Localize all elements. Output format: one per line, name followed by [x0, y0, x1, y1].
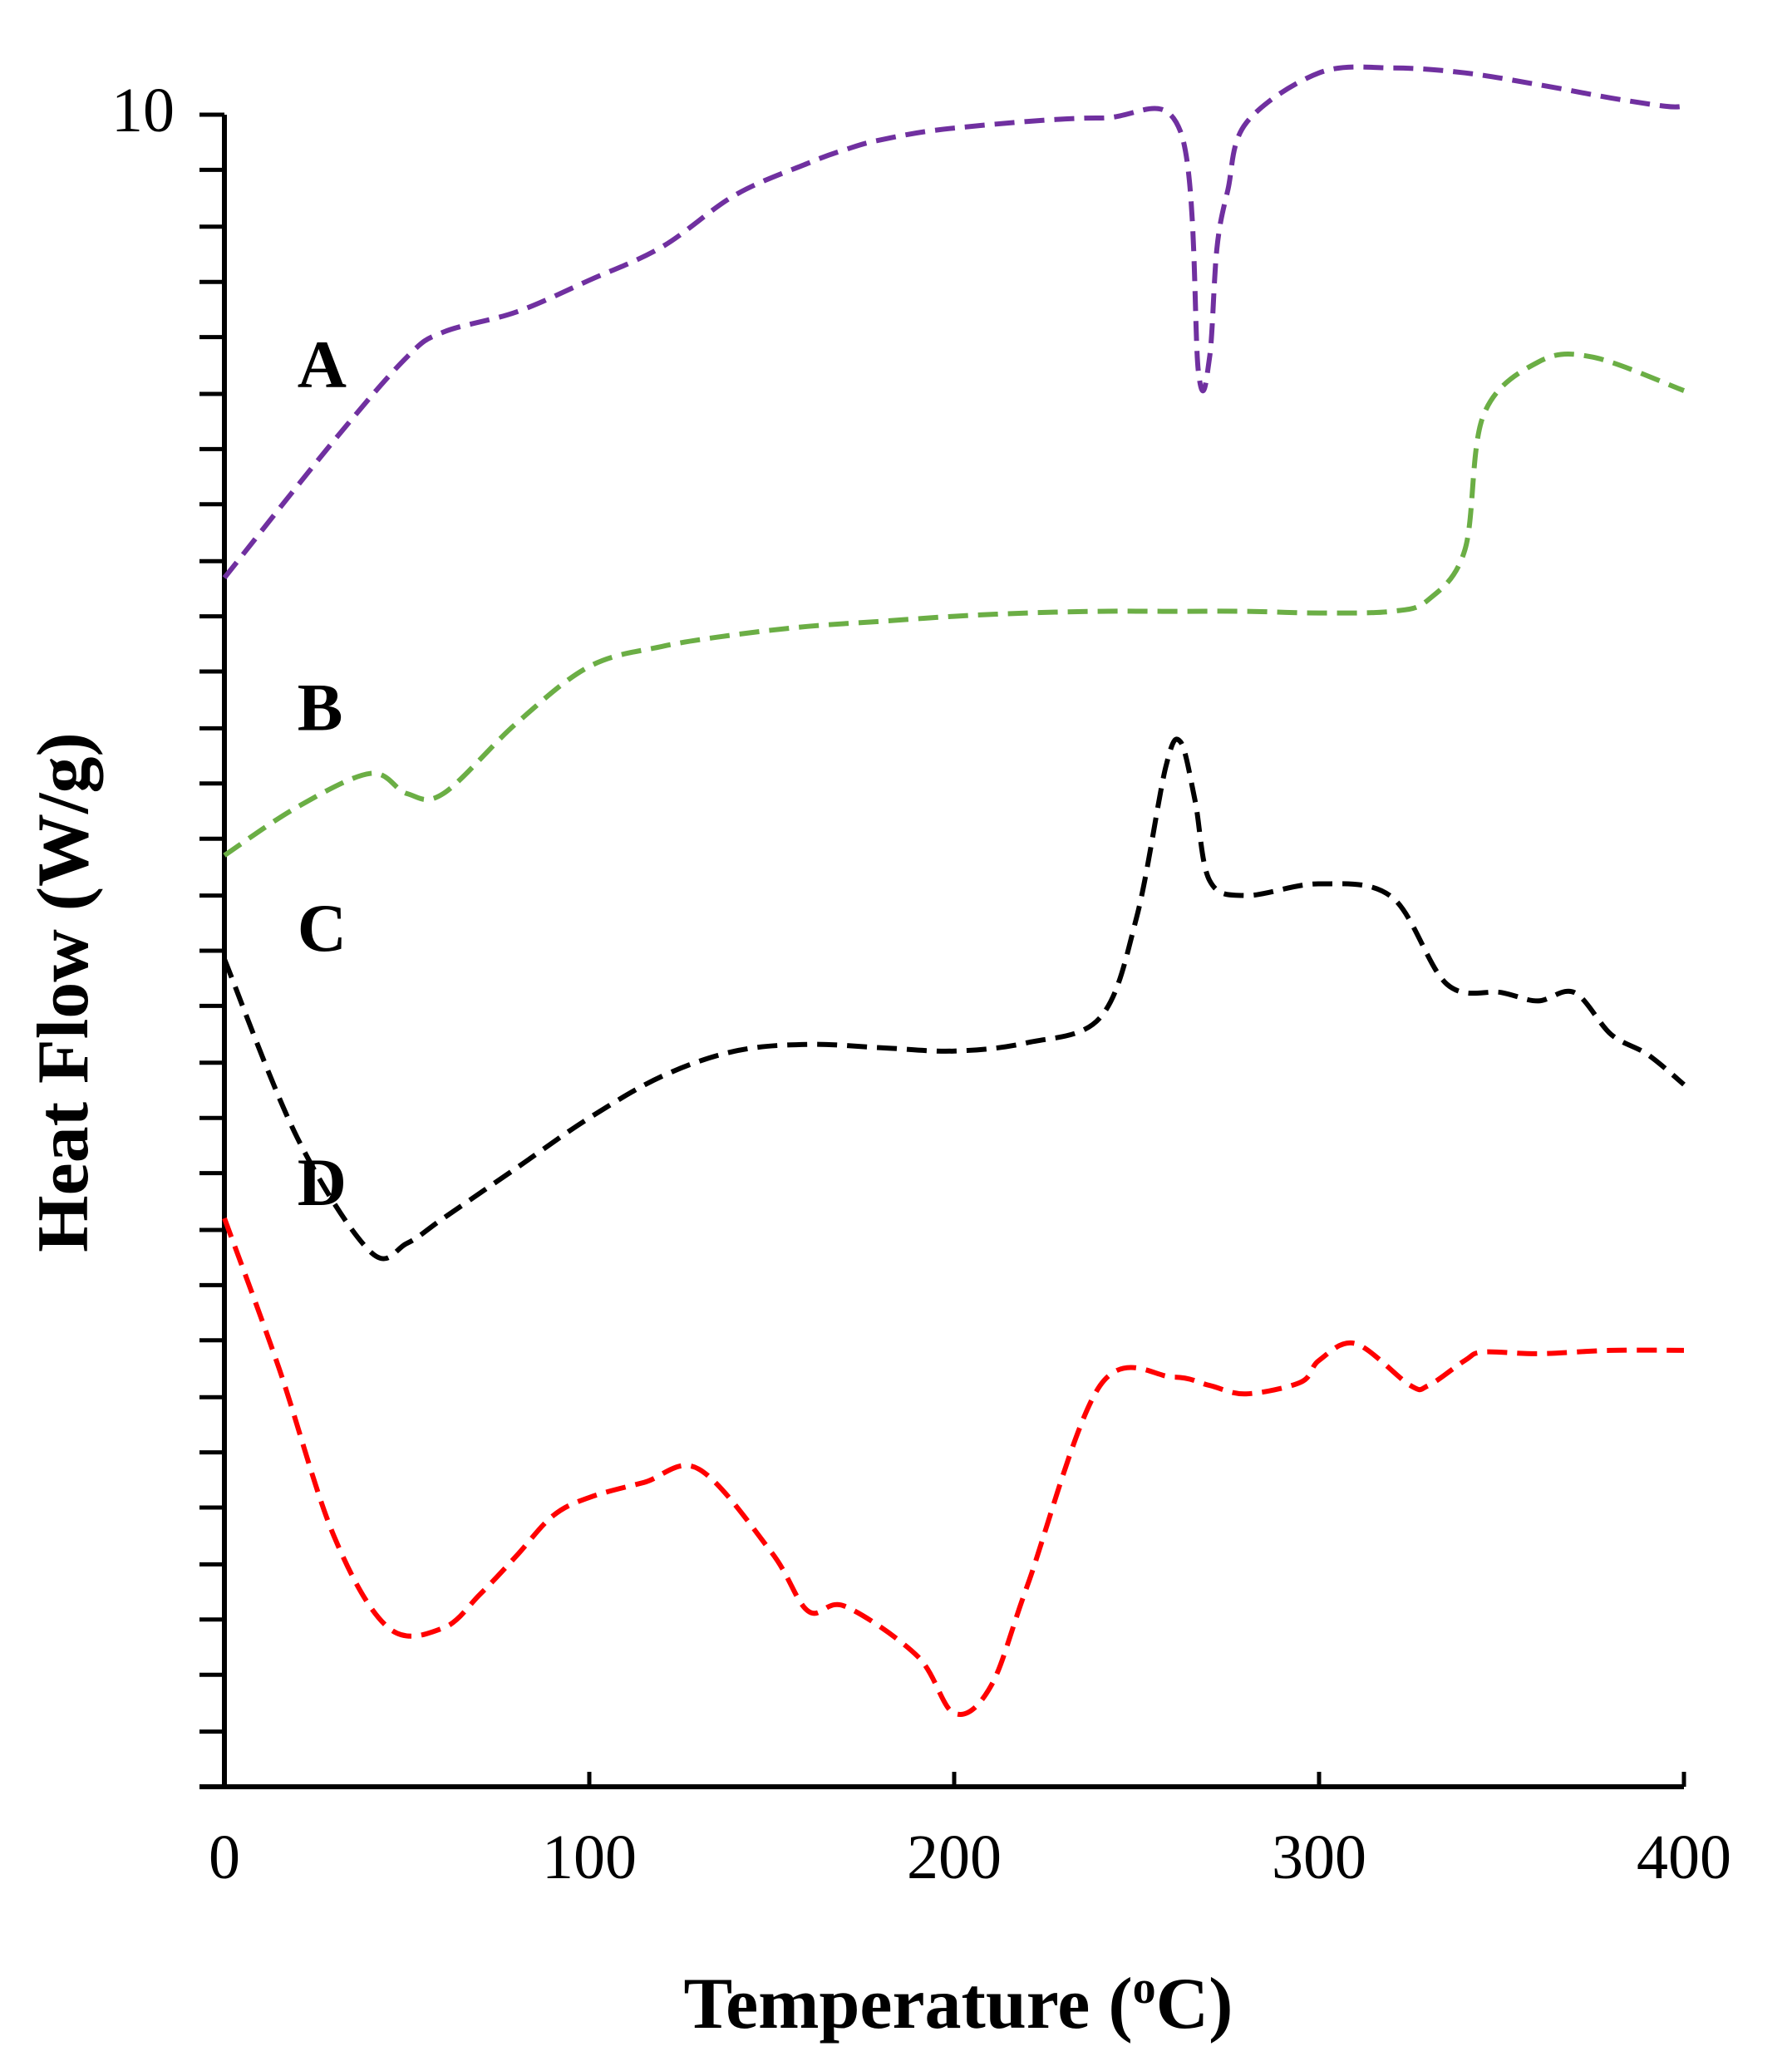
series-line-a: [222, 64, 1685, 580]
x-axis-title-main: Temperature (: [684, 1964, 1133, 2044]
series-line-d: [222, 1217, 1685, 1717]
x-axis-title-unit: C): [1156, 1964, 1233, 2044]
series-labels: A B C D: [298, 327, 347, 1220]
series-lines: [222, 64, 1686, 1717]
series-line-b: [223, 352, 1686, 858]
x-tick-label: 400: [1637, 1823, 1731, 1892]
x-tick-label: 200: [907, 1823, 1002, 1892]
series-label-a: A: [298, 327, 347, 402]
x-axis-title: Temperature (oC): [684, 1962, 1233, 2044]
x-tick-label: 300: [1272, 1823, 1366, 1892]
series-label-d: D: [298, 1144, 347, 1220]
y-axis-title: Heat Flow (W/g): [23, 732, 104, 1252]
series-label-b: B: [298, 669, 343, 745]
axis-ticks: 0 100 200 300 400: [199, 112, 1731, 1892]
x-tick-label: 100: [542, 1823, 637, 1892]
x-tick-label: 0: [209, 1823, 240, 1892]
series-line-c: [222, 736, 1686, 1262]
series-label-c: C: [298, 890, 347, 966]
x-axis-title-superscript: o: [1133, 1962, 1156, 2014]
y-tick-label-top: 10: [111, 76, 175, 145]
